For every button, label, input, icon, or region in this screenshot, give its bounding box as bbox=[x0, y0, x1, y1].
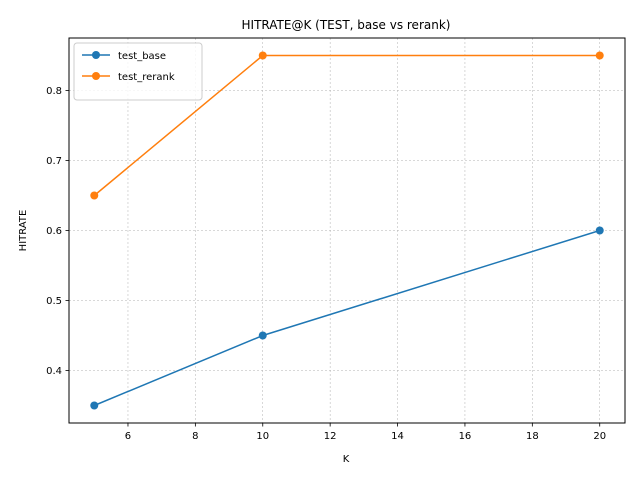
legend: test_base test_rerank bbox=[73, 42, 203, 101]
x-tick-label: 12 bbox=[324, 431, 337, 442]
chart-title: HITRATE@K (TEST, base vs rerank) bbox=[242, 18, 451, 32]
test_rerank-point bbox=[595, 51, 604, 60]
test_base-point bbox=[258, 331, 267, 340]
test_base-point bbox=[90, 401, 99, 410]
test_base-point bbox=[595, 226, 604, 235]
legend-label: test_rerank bbox=[118, 72, 175, 83]
test_rerank-point bbox=[258, 51, 267, 60]
y-tick-label: 0.7 bbox=[46, 156, 62, 167]
series-layer bbox=[90, 51, 604, 410]
y-tick-label: 0.5 bbox=[46, 296, 62, 307]
legend-swatch-marker bbox=[92, 51, 100, 59]
y-tick-label: 0.6 bbox=[46, 226, 62, 237]
x-tick-label: 6 bbox=[125, 431, 131, 442]
x-tick-label: 20 bbox=[593, 431, 606, 442]
x-tick-label: 10 bbox=[256, 431, 269, 442]
y-tick-label: 0.8 bbox=[46, 86, 62, 97]
y-axis-title: HITRATE bbox=[18, 210, 29, 252]
legend-label: test_base bbox=[118, 51, 166, 62]
x-tick-label: 8 bbox=[192, 431, 198, 442]
legend-box bbox=[73, 42, 203, 101]
x-tick-label: 14 bbox=[391, 431, 404, 442]
test_rerank-point bbox=[90, 191, 99, 200]
x-axis-title: K bbox=[343, 454, 350, 465]
legend-swatch-marker bbox=[92, 72, 100, 80]
x-tick-label: 16 bbox=[459, 431, 472, 442]
y-tick-label: 0.4 bbox=[46, 366, 62, 377]
ticks: 6 8 10 12 14 16 18 20 0.4 0.5 0.6 0.7 0.8 bbox=[46, 86, 606, 442]
x-tick-label: 18 bbox=[526, 431, 539, 442]
